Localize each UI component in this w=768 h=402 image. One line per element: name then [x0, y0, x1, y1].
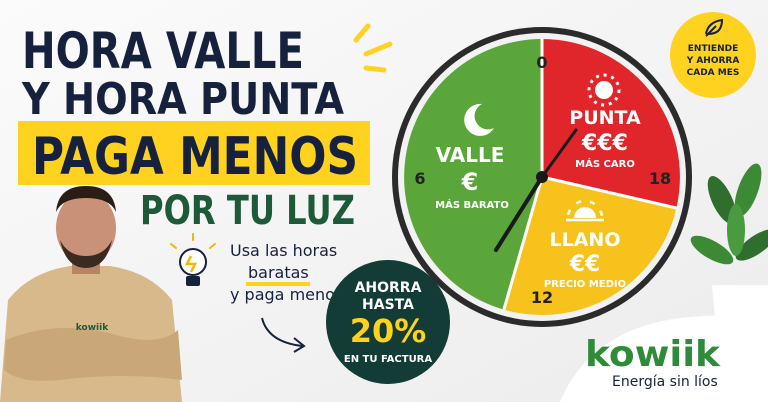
highlight: [18, 121, 370, 185]
moon-icon: [464, 103, 494, 136]
savings-badge: [326, 260, 450, 384]
headline-line: Y HORA PUNTA: [21, 74, 344, 125]
tip-text: Usa las horas: [230, 241, 337, 260]
leaf-icon: [705, 18, 724, 37]
ray: [209, 243, 216, 249]
leaf: [735, 229, 768, 261]
sun-icon: [587, 73, 621, 107]
bolt: [184, 255, 198, 273]
headline-line: HORA VALLE: [22, 22, 304, 80]
hand-pivot: [536, 171, 548, 183]
minute-hand: [540, 128, 578, 179]
headline-line: PAGA MENOS: [32, 127, 358, 187]
badge-text: AHORRA: [355, 280, 422, 296]
half-sun: [574, 207, 596, 218]
sun: [595, 81, 613, 99]
accent: [353, 23, 371, 43]
logo: kowiik: [585, 334, 721, 375]
clock: 0 6 12 18 VALLE € MÁS BARATO PUNTA €€€ M…: [392, 27, 692, 327]
tip-text: y paga menos: [230, 285, 343, 304]
badge-text: EN TU FACTURA: [344, 354, 433, 365]
zone-name: PUNTA: [569, 107, 641, 129]
leaf: [690, 235, 734, 265]
leaf: [707, 176, 737, 224]
arms: [4, 327, 182, 381]
sun-rays: [587, 73, 621, 107]
rays: [170, 233, 216, 249]
hour-hand: [494, 175, 544, 252]
shirt-logo: kowiik: [76, 323, 109, 333]
sun-rays: [568, 201, 602, 235]
hour-label: 12: [531, 288, 553, 307]
zone-price: €€€: [581, 131, 628, 156]
badge-amount: 20%: [350, 312, 427, 350]
accent-strokes: [353, 23, 393, 73]
person: kowiik: [0, 186, 182, 402]
zone-dividers: [502, 39, 677, 311]
arrow: [261, 317, 306, 353]
badge-text: HASTA: [362, 297, 414, 313]
accent: [363, 65, 387, 73]
corner-badge: [670, 12, 756, 98]
divider: [502, 176, 544, 311]
bulb: [179, 248, 207, 276]
logo-panel: [560, 315, 768, 402]
tagline: Energía sin líos: [612, 374, 718, 390]
zone-note: MÁS CARO: [575, 157, 635, 170]
zone-punta: [542, 39, 680, 208]
corner-text: CADA MES: [687, 68, 740, 78]
headline-line: POR TU LUZ: [140, 188, 355, 234]
zone-name: VALLE: [436, 143, 505, 167]
zone-price: €: [461, 168, 479, 196]
bulb-base: [186, 276, 200, 286]
zone-price: €€: [569, 252, 601, 277]
ray: [170, 243, 177, 249]
zone-llano: [503, 177, 677, 315]
sunrise-icon: [566, 201, 604, 235]
divider: [541, 175, 677, 210]
hour-label: 6: [414, 169, 425, 188]
zone-note: PRECIO MEDIO: [544, 279, 626, 290]
zone-name: LLANO: [550, 229, 621, 251]
beard: [60, 240, 112, 268]
leaf: [734, 163, 762, 217]
hour-label: 18: [649, 169, 671, 188]
hair: [56, 186, 116, 212]
hour-label: 0: [536, 53, 547, 72]
zone-note: MÁS BARATO: [435, 198, 509, 211]
tip-text: baratas: [248, 263, 309, 282]
corner-text: ENTIENDE: [688, 44, 738, 54]
zone-valle: [404, 39, 542, 310]
accent: [363, 41, 393, 57]
corner-text: Y AHORRA: [686, 56, 740, 66]
leaf: [727, 204, 745, 256]
head: [56, 192, 116, 264]
bulb-icon: [170, 233, 216, 286]
